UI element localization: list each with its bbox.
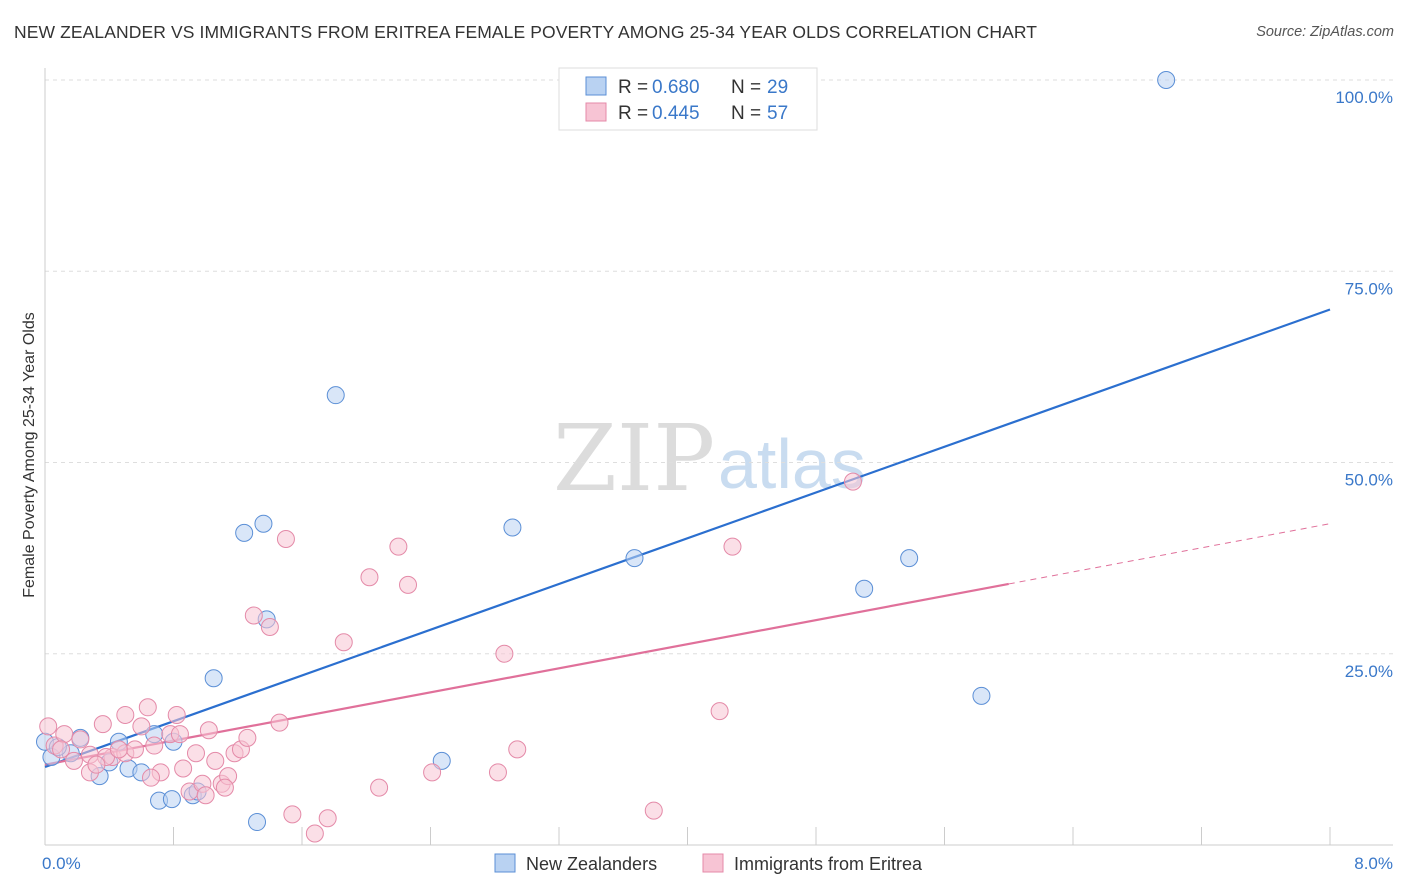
point-eritrea-42 — [488, 763, 507, 782]
legend-n-value-1: 29 — [767, 77, 788, 98]
watermark-atlas: atlas — [718, 425, 866, 503]
point-eritrea-49 — [196, 786, 215, 805]
point-eritrea-20 — [186, 744, 205, 763]
legend-r-value-2: 0.445 — [652, 103, 700, 124]
point-eritrea-3 — [64, 751, 83, 770]
point-eritrea-33 — [283, 805, 302, 824]
point-new-zealanders-22 — [503, 518, 522, 537]
legend-swatch-eritrea — [585, 102, 607, 122]
point-new-zealanders-15 — [204, 669, 223, 688]
x-tick-label-max: 8.0% — [1354, 854, 1393, 873]
y-tick-label-3: 100.0% — [1335, 88, 1393, 107]
legend-r-label-1: R = — [618, 77, 648, 98]
bottom-legend: New Zealanders Immigrants from Eritrea — [494, 853, 923, 874]
point-eritrea-38 — [370, 778, 389, 797]
point-new-zealanders-16 — [235, 523, 254, 542]
point-eritrea-31 — [270, 713, 289, 732]
legend-r-value-1: 0.680 — [652, 77, 700, 98]
point-eritrea-18 — [174, 759, 193, 778]
point-eritrea-36 — [334, 633, 353, 652]
legend-n-label-1: N = — [731, 77, 761, 98]
y-tick-label-2: 75.0% — [1345, 279, 1393, 298]
point-eritrea-22 — [199, 721, 218, 740]
point-new-zealanders-21 — [432, 751, 451, 770]
legend: R = 0.680 N = 29 R = 0.445 N = 57 — [558, 67, 818, 131]
watermark-zip: ZIP — [553, 405, 715, 512]
axes — [44, 68, 1393, 846]
point-new-zealanders-23 — [625, 549, 644, 568]
point-eritrea-51 — [109, 740, 128, 759]
point-eritrea-39 — [389, 537, 408, 556]
legend-r-label-2: R = — [618, 103, 648, 124]
point-eritrea-44 — [508, 740, 527, 759]
point-eritrea-34 — [305, 824, 324, 843]
point-new-zealanders-19 — [248, 813, 267, 832]
trend-line-eritrea — [44, 582, 1009, 766]
chart-title: NEW ZEALANDER VS IMMIGRANTS FROM ERITREA… — [14, 22, 1038, 42]
point-new-zealanders-25 — [900, 549, 919, 568]
point-eritrea-32 — [276, 530, 295, 548]
point-new-zealanders-17 — [254, 514, 273, 533]
point-eritrea-30 — [260, 617, 279, 636]
point-eritrea-2 — [55, 725, 74, 744]
bottom-legend-label-new-zealanders: New Zealanders — [526, 854, 657, 874]
point-eritrea-46 — [710, 702, 729, 721]
point-new-zealanders-27 — [1157, 71, 1176, 89]
point-eritrea-48 — [843, 472, 862, 491]
point-new-zealanders-14 — [162, 790, 181, 809]
legend-n-label-2: N = — [731, 103, 761, 124]
point-eritrea-55 — [215, 778, 234, 797]
point-eritrea-7 — [93, 715, 112, 734]
point-eritrea-28 — [238, 728, 257, 747]
y-tick-label-1: 50.0% — [1345, 471, 1393, 490]
bottom-legend-swatch-new-zealanders — [494, 853, 516, 873]
legend-swatch-new-zealanders — [585, 76, 607, 96]
point-eritrea-17 — [167, 705, 186, 724]
point-eritrea-56 — [142, 768, 161, 787]
point-eritrea-52 — [87, 755, 106, 774]
point-eritrea-45 — [644, 801, 663, 820]
point-eritrea-37 — [360, 568, 379, 587]
point-eritrea-4 — [71, 730, 90, 749]
y-tick-label-0: 25.0% — [1345, 662, 1393, 681]
point-eritrea-41 — [423, 763, 442, 782]
point-eritrea-29 — [244, 606, 263, 625]
point-eritrea-47 — [723, 537, 742, 556]
watermark: ZIP atlas — [553, 405, 866, 512]
bottom-legend-swatch-eritrea — [702, 853, 724, 873]
trend-line-new-zealanders — [44, 308, 1331, 769]
gridlines — [45, 79, 1393, 655]
point-eritrea-35 — [318, 809, 337, 828]
point-eritrea-40 — [399, 575, 418, 594]
point-eritrea-23 — [206, 751, 225, 770]
point-eritrea-12 — [132, 717, 151, 736]
tick-labels: 25.0% 50.0% 75.0% 100.0% 0.0% 8.0% — [42, 88, 1393, 873]
point-eritrea-0 — [39, 717, 58, 736]
point-new-zealanders-26 — [972, 686, 991, 705]
point-eritrea-11 — [125, 740, 144, 759]
bottom-legend-label-eritrea: Immigrants from Eritrea — [734, 854, 923, 874]
x-tick-label-min: 0.0% — [42, 854, 81, 873]
legend-n-value-2: 57 — [767, 103, 788, 124]
point-eritrea-13 — [138, 698, 157, 717]
point-eritrea-54 — [170, 725, 189, 744]
point-new-zealanders-20 — [326, 386, 345, 405]
source-credit: Source: ZipAtlas.com — [1256, 24, 1394, 40]
point-eritrea-10 — [116, 705, 135, 724]
trend-line-eritrea-extrapolated — [1008, 523, 1331, 585]
point-eritrea-53 — [52, 740, 71, 759]
y-axis-label: Female Poverty Among 25-34 Year Olds — [21, 312, 38, 598]
point-eritrea-14 — [145, 736, 164, 755]
point-new-zealanders-24 — [855, 579, 874, 598]
point-eritrea-43 — [495, 644, 514, 663]
data-points — [36, 71, 1176, 843]
